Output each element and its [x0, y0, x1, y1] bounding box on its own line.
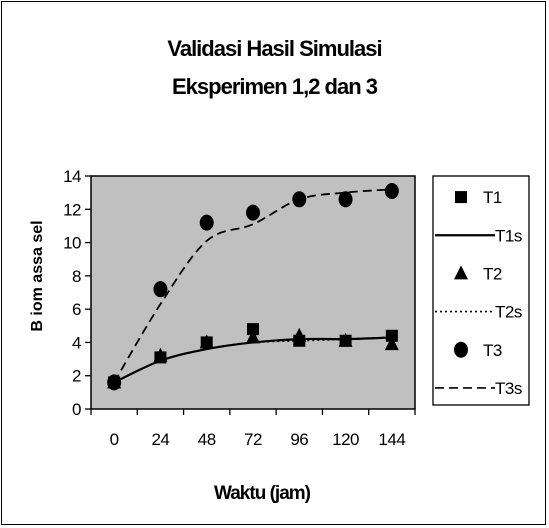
x-axis-label: Waktu (jam) — [214, 483, 311, 504]
y-tick-label: 0 — [72, 400, 81, 419]
data-point-t2 — [292, 327, 307, 342]
data-point-t2 — [338, 332, 353, 347]
y-tick-label: 14 — [63, 167, 81, 186]
y-tick-label: 12 — [63, 200, 81, 219]
legend-item-t1-marker — [455, 191, 467, 204]
legend-item-t3-label: T3 — [483, 341, 502, 360]
data-point-t2 — [199, 334, 214, 349]
chart-subtitle: Eksperimen 1,2 dan 3 — [172, 74, 378, 99]
y-axis-label: B iom assa sel — [29, 220, 46, 331]
data-point-t2 — [153, 347, 168, 362]
data-point-t2 — [384, 336, 399, 351]
data-point-t3 — [107, 374, 122, 391]
chart-title: Validasi Hasil Simulasi — [167, 36, 382, 61]
y-tick-label: 8 — [72, 267, 81, 286]
data-point-t1 — [385, 329, 398, 342]
data-point-t3 — [153, 281, 168, 298]
legend-item-t3-marker — [454, 341, 468, 358]
legend-item-t1s-label: T1s — [495, 226, 522, 245]
data-point-t1 — [247, 323, 259, 336]
y-tick-label: 4 — [72, 333, 81, 352]
data-point-t3 — [384, 182, 399, 199]
data-point-t3 — [199, 214, 214, 231]
y-tick-label: 2 — [72, 367, 81, 386]
data-point-t3 — [338, 191, 353, 208]
x-tick-label: 24 — [151, 430, 169, 449]
legend-item-t2-marker — [454, 265, 468, 280]
y-tick-label: 6 — [72, 300, 81, 319]
legend: T1 T1s T2 T2s T3 T3s — [432, 175, 530, 406]
x-tick-label: 120 — [332, 430, 359, 449]
series-line-t3s — [113, 188, 392, 383]
x-tick-label: 96 — [290, 430, 308, 449]
data-point-t3 — [246, 204, 260, 221]
legend-item-t3s-label: T3s — [495, 379, 522, 398]
y-tick-label: 10 — [63, 234, 81, 253]
x-tick-label: 0 — [110, 430, 119, 449]
x-tick-label: 144 — [378, 430, 405, 449]
x-tick-label: 72 — [244, 430, 262, 449]
data-point-t2 — [246, 329, 260, 344]
legend-item-t2s-label: T2s — [495, 303, 522, 322]
legend-item-t1-label: T1 — [483, 188, 502, 207]
data-point-t3 — [292, 191, 307, 208]
x-tick-label: 48 — [198, 430, 216, 449]
legend-item-t2-label: T2 — [483, 264, 502, 283]
legend-box — [432, 175, 530, 406]
